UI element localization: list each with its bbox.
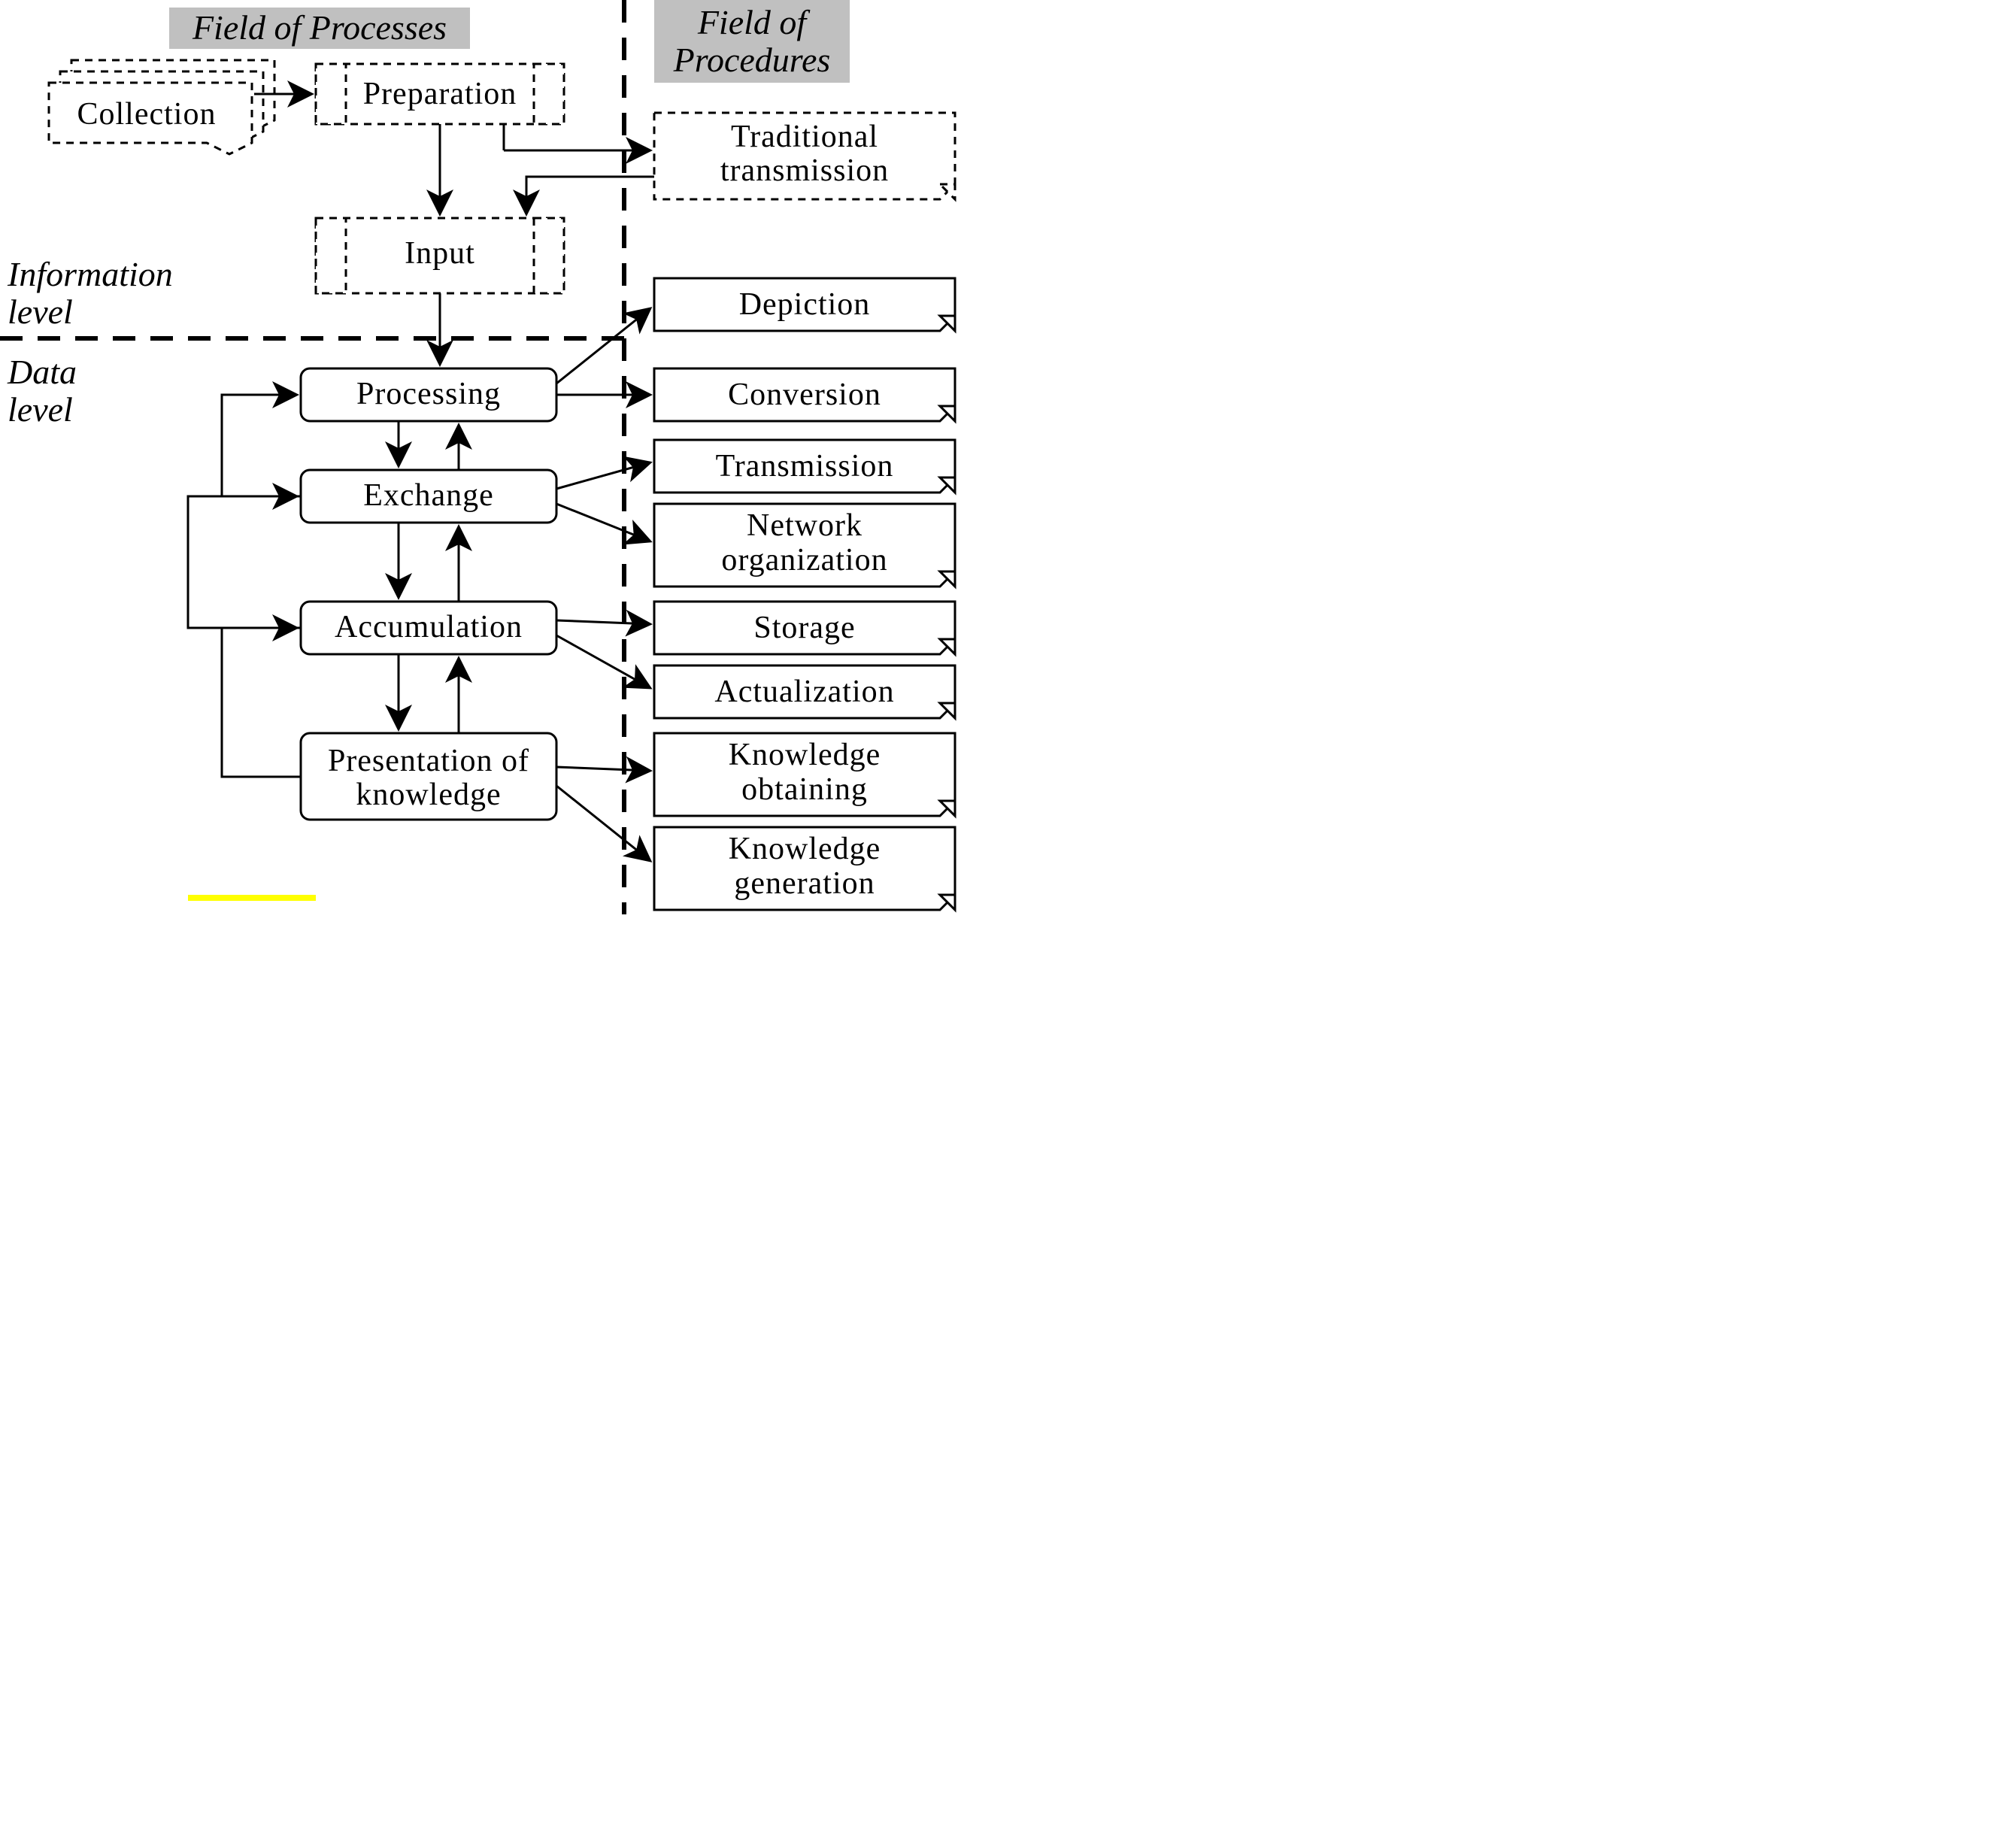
edge-loop-exchange-processing xyxy=(222,395,301,496)
node-accumulation: Accumulation xyxy=(301,602,556,654)
edge-loop-accum-exchange xyxy=(188,496,301,628)
node-actualization: Actualization xyxy=(654,665,955,718)
node-traditional-l1: Traditional xyxy=(731,120,878,154)
node-presentation-l1: Presentation of xyxy=(328,744,529,778)
edge-present-kobt xyxy=(556,767,650,771)
label-information-l1: Information xyxy=(7,255,173,293)
edge-exchange-transmission xyxy=(556,462,650,489)
header-procedures-l1: Field of xyxy=(697,3,811,41)
node-depiction: Depiction xyxy=(654,278,955,331)
node-storage: Storage xyxy=(654,602,955,654)
node-knowledge-generation: Knowledge generation xyxy=(654,827,955,910)
node-kgen-l2: generation xyxy=(734,866,875,901)
node-transmission: Transmission xyxy=(654,440,955,493)
edge-present-kgen xyxy=(556,786,650,861)
diagram-canvas: Field of Processes Field of Procedures I… xyxy=(0,0,1008,914)
node-processing: Processing xyxy=(301,368,556,421)
edge-processing-depiction xyxy=(556,308,650,383)
node-preparation: Preparation xyxy=(316,64,564,124)
node-exchange: Exchange xyxy=(301,470,556,523)
node-conversion: Conversion xyxy=(654,368,955,421)
node-knowledge-obtaining: Knowledge obtaining xyxy=(654,733,955,816)
node-transmission-label: Transmission xyxy=(716,449,894,484)
node-kobt-l1: Knowledge xyxy=(729,738,881,772)
node-traditional-l2: transmission xyxy=(720,153,889,188)
node-network-l1: Network xyxy=(747,508,862,543)
node-kobt-l2: obtaining xyxy=(741,772,868,807)
edge-accum-storage xyxy=(556,620,650,624)
node-conversion-label: Conversion xyxy=(728,377,881,412)
node-network: Network organization xyxy=(654,504,955,587)
edge-traditional-input xyxy=(526,177,654,214)
node-presentation-l2: knowledge xyxy=(356,778,501,812)
label-information-l2: level xyxy=(8,293,73,331)
node-input: Input xyxy=(316,218,564,293)
label-data-l1: Data xyxy=(7,353,77,391)
node-traditional: Traditional transmission xyxy=(654,113,955,199)
node-depiction-label: Depiction xyxy=(739,287,871,322)
artifact-yellow xyxy=(188,895,316,901)
node-preparation-label: Preparation xyxy=(363,77,517,111)
node-kgen-l1: Knowledge xyxy=(729,832,881,866)
label-data-l2: level xyxy=(8,390,73,429)
edge-exchange-network xyxy=(556,504,650,541)
edge-loop-present-accum xyxy=(222,628,301,777)
node-presentation: Presentation of knowledge xyxy=(301,733,556,820)
header-processes: Field of Processes xyxy=(192,8,447,47)
node-input-label: Input xyxy=(405,236,475,271)
node-processing-label: Processing xyxy=(356,377,501,411)
header-procedures-l2: Procedures xyxy=(673,41,831,79)
node-collection-label: Collection xyxy=(77,97,217,132)
node-accumulation-label: Accumulation xyxy=(335,610,523,644)
node-collection: Collection xyxy=(49,60,274,154)
edge-accum-actualization xyxy=(556,635,650,688)
node-exchange-label: Exchange xyxy=(363,478,494,513)
node-storage-label: Storage xyxy=(753,611,855,645)
node-actualization-label: Actualization xyxy=(714,675,894,709)
node-network-l2: organization xyxy=(721,543,887,578)
